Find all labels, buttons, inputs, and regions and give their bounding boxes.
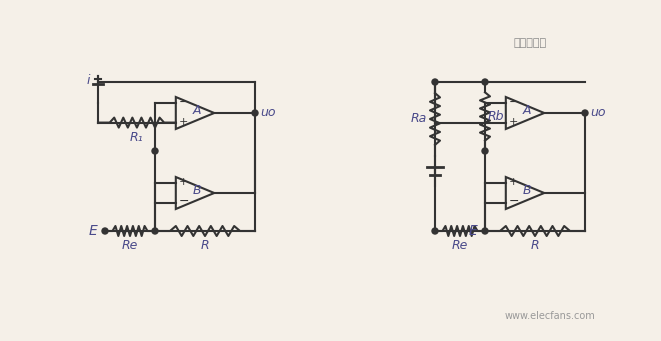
Text: +: + xyxy=(509,177,518,188)
Text: −: − xyxy=(509,195,520,208)
Text: R: R xyxy=(201,239,210,252)
Text: 电子发烧友: 电子发烧友 xyxy=(514,38,547,48)
Text: +: + xyxy=(178,117,188,127)
Text: www.elecfans.com: www.elecfans.com xyxy=(504,311,596,321)
Text: Re: Re xyxy=(122,239,138,252)
Text: −: − xyxy=(509,96,520,109)
Text: Ra: Ra xyxy=(410,113,427,125)
Circle shape xyxy=(152,148,158,154)
Text: Re: Re xyxy=(452,239,468,252)
Circle shape xyxy=(482,228,488,234)
Text: A: A xyxy=(193,104,201,118)
Circle shape xyxy=(102,228,108,234)
Circle shape xyxy=(482,148,488,154)
Text: +: + xyxy=(178,177,188,188)
Circle shape xyxy=(482,79,488,85)
Circle shape xyxy=(432,228,438,234)
Text: +: + xyxy=(509,117,518,127)
Text: −: − xyxy=(178,195,189,208)
Text: uo: uo xyxy=(260,106,276,119)
Text: A: A xyxy=(523,104,531,118)
Text: E: E xyxy=(468,224,477,238)
Circle shape xyxy=(582,110,588,116)
Text: i: i xyxy=(87,74,90,88)
Circle shape xyxy=(252,110,258,116)
Circle shape xyxy=(152,228,158,234)
Text: Rb: Rb xyxy=(488,110,504,123)
Text: B: B xyxy=(193,184,202,197)
Text: E: E xyxy=(89,224,97,238)
Text: B: B xyxy=(523,184,531,197)
Text: R₁: R₁ xyxy=(130,131,143,144)
Text: R: R xyxy=(531,239,539,252)
Text: −: − xyxy=(178,96,189,109)
Text: uo: uo xyxy=(590,106,605,119)
Circle shape xyxy=(432,79,438,85)
